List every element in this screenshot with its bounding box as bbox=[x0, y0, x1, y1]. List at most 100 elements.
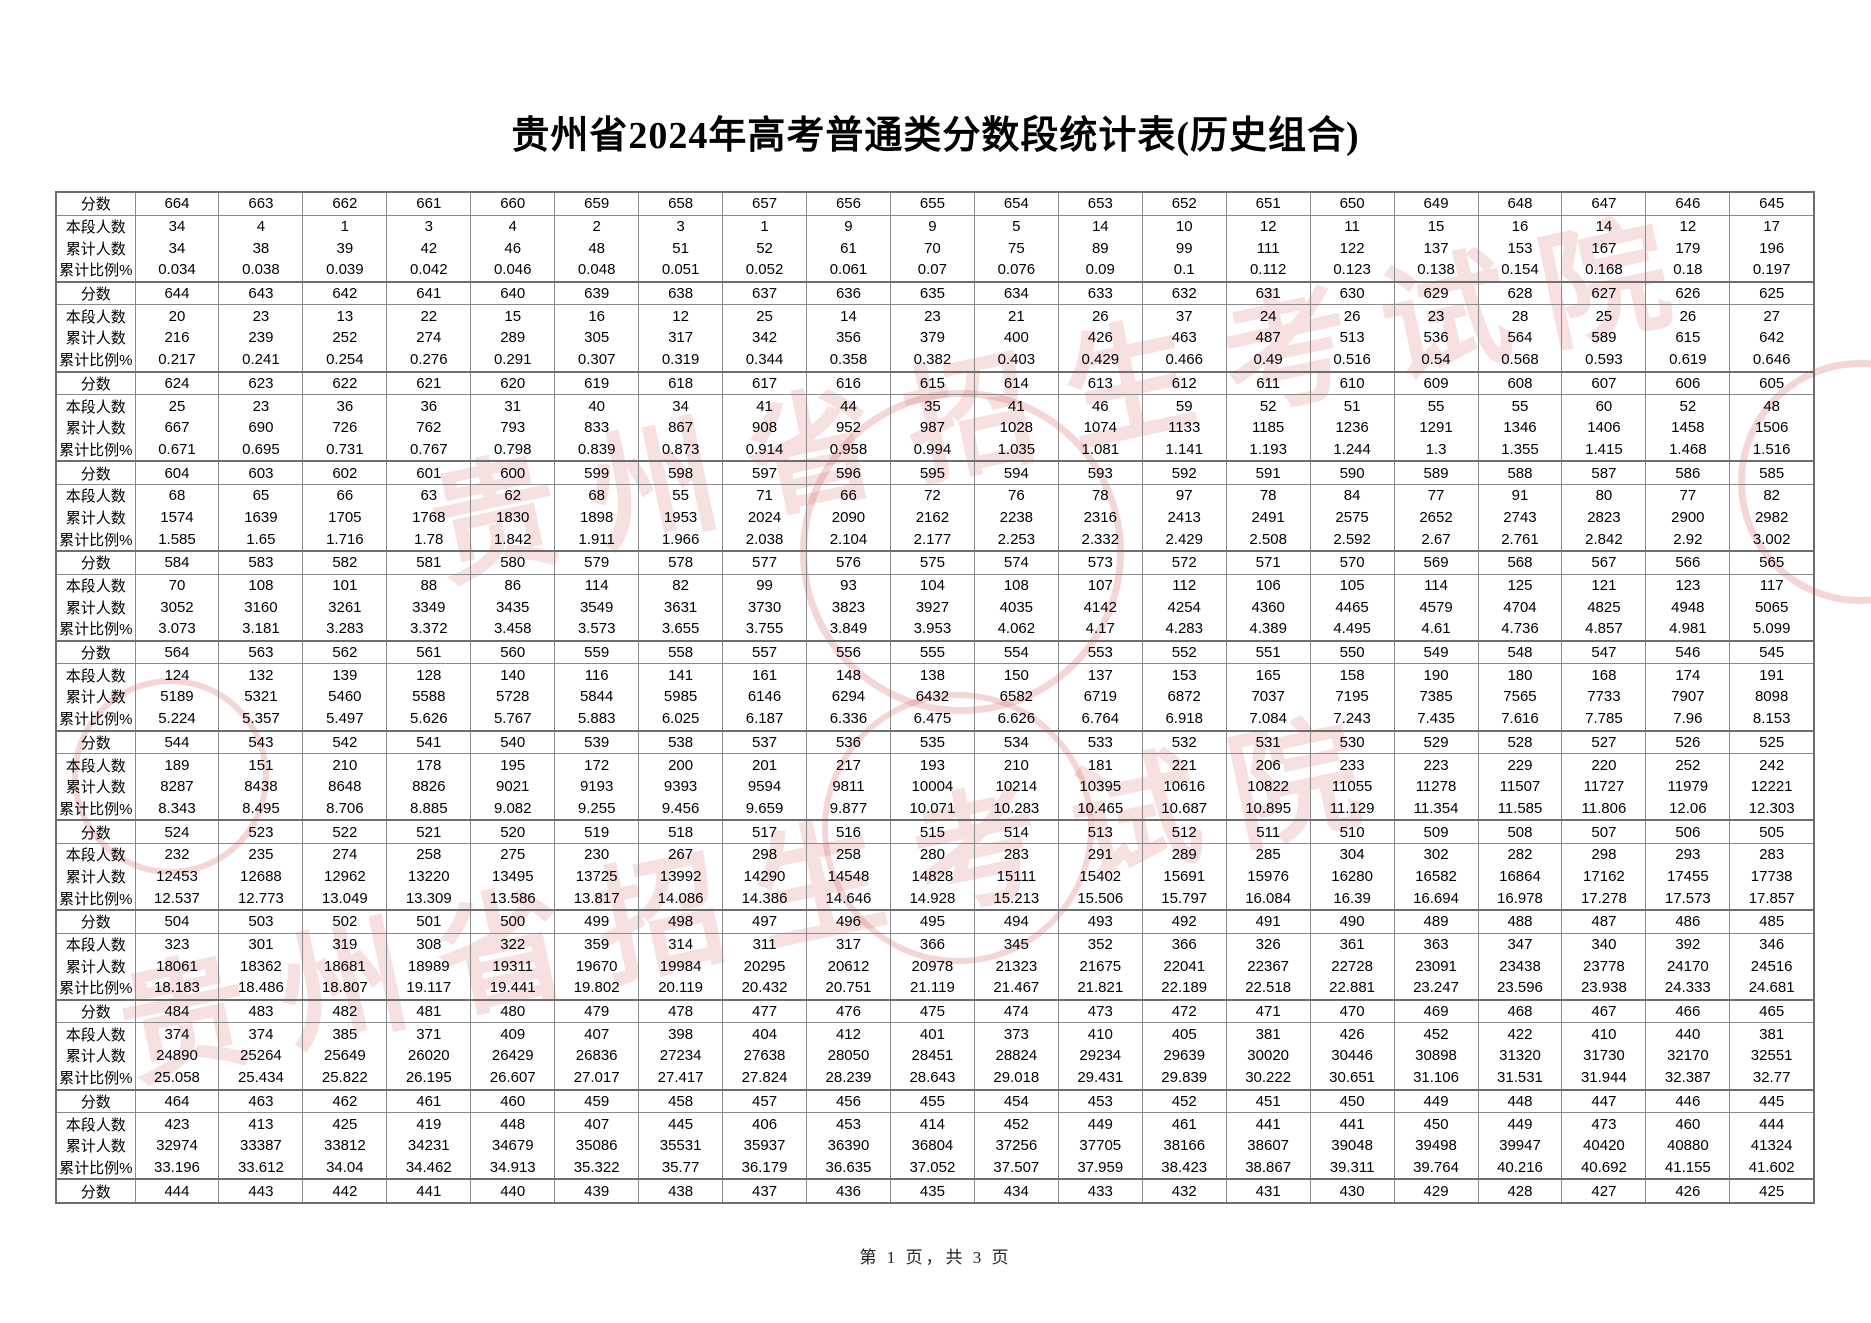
cumulative-cell: 5321 bbox=[218, 686, 304, 708]
percent-cell: 28.239 bbox=[806, 1066, 891, 1090]
score-cell: 453 bbox=[1057, 1088, 1143, 1114]
percent-cell: 0.994 bbox=[889, 438, 975, 462]
row-label-cumulative: 累计人数 bbox=[55, 327, 136, 349]
cumulative-cell: 28451 bbox=[889, 1045, 975, 1067]
cumulative-cell: 32551 bbox=[1729, 1045, 1815, 1067]
cumulative-cell: 4825 bbox=[1561, 596, 1647, 619]
cumulative-cell: 20612 bbox=[806, 955, 891, 978]
segment-cell: 112 bbox=[1141, 574, 1227, 597]
percent-row: 累计比例% 33.196 33.612 34.04 34.462 34.913 35.322… bbox=[55, 1156, 1815, 1180]
score-cell: 492 bbox=[1141, 908, 1227, 934]
cumulative-cell: 122 bbox=[1309, 237, 1395, 260]
segment-cell: 9 bbox=[806, 215, 891, 238]
score-cell: 591 bbox=[1225, 460, 1311, 485]
percent-cell: 0.516 bbox=[1309, 348, 1395, 372]
row-label-score: 分数 bbox=[55, 729, 136, 755]
segment-cell: 106 bbox=[1225, 574, 1311, 597]
score-cell: 620 bbox=[470, 370, 556, 396]
cumulative-cell: 39947 bbox=[1477, 1134, 1563, 1157]
percent-cell: 0.695 bbox=[218, 438, 304, 462]
cumulative-cell: 17738 bbox=[1729, 865, 1815, 888]
row-label-score: 分数 bbox=[55, 819, 136, 844]
segment-cell: 34 bbox=[134, 215, 220, 238]
score-cell: 502 bbox=[302, 908, 388, 934]
segment-row: 本段人数 34 4 1 3 4 2 3 1 9 9 5 14 10 12 11 15 16 14 12 17 bbox=[55, 215, 1815, 238]
segment-cell: 28 bbox=[1477, 304, 1563, 328]
score-cell: 443 bbox=[218, 1178, 304, 1204]
cumulative-cell: 19670 bbox=[554, 955, 640, 978]
score-cell: 439 bbox=[554, 1178, 640, 1204]
segment-cell: 20 bbox=[134, 304, 220, 328]
row-label-percent: 累计比例% bbox=[55, 348, 136, 372]
cumulative-cell: 11979 bbox=[1645, 775, 1731, 798]
cumulative-cell: 4254 bbox=[1141, 596, 1227, 619]
percent-cell: 37.507 bbox=[973, 1156, 1059, 1180]
percent-cell: 37.959 bbox=[1057, 1156, 1143, 1180]
score-row: 分数 504 503 502 501 500 499 498 497 496 495 494 493 49… bbox=[55, 908, 1815, 934]
score-cell: 646 bbox=[1645, 190, 1731, 216]
score-cell: 457 bbox=[722, 1088, 807, 1114]
score-cell: 625 bbox=[1729, 280, 1815, 306]
percent-cell: 13.309 bbox=[386, 887, 472, 910]
cumulative-cell: 1406 bbox=[1561, 416, 1647, 439]
cumulative-cell: 3927 bbox=[889, 596, 975, 619]
percent-cell: 9.456 bbox=[638, 797, 724, 821]
percent-cell: 12.303 bbox=[1729, 797, 1815, 821]
score-cell: 596 bbox=[806, 460, 891, 485]
score-cell: 631 bbox=[1225, 280, 1311, 306]
segment-cell: 407 bbox=[554, 1022, 640, 1046]
percent-cell: 33.196 bbox=[134, 1156, 220, 1180]
segment-row: 本段人数 25 23 36 36 31 40 34 41 44 35 41 46 59 52 51 55 55 60… bbox=[55, 394, 1815, 417]
percent-cell: 9.255 bbox=[554, 797, 640, 821]
segment-cell: 258 bbox=[806, 843, 891, 866]
cumulative-cell: 36804 bbox=[889, 1134, 975, 1157]
segment-cell: 409 bbox=[470, 1022, 556, 1046]
percent-cell: 1.081 bbox=[1057, 438, 1143, 462]
score-cell: 603 bbox=[218, 460, 304, 485]
score-cell: 451 bbox=[1225, 1088, 1311, 1114]
cumulative-cell: 51 bbox=[638, 237, 724, 260]
cumulative-cell: 5460 bbox=[302, 686, 388, 708]
segment-cell: 452 bbox=[1393, 1022, 1479, 1046]
segment-cell: 17 bbox=[1729, 215, 1815, 238]
score-cell: 641 bbox=[386, 280, 472, 306]
segment-cell: 422 bbox=[1477, 1022, 1563, 1046]
percent-cell: 27.417 bbox=[638, 1066, 724, 1090]
score-cell: 431 bbox=[1225, 1178, 1311, 1204]
segment-cell: 1 bbox=[302, 215, 388, 238]
cumulative-cell: 1639 bbox=[218, 506, 304, 529]
percent-cell: 0.076 bbox=[973, 259, 1059, 282]
row-label-cumulative: 累计人数 bbox=[55, 775, 136, 798]
percent-cell: 12.06 bbox=[1645, 797, 1731, 821]
cumulative-cell: 2743 bbox=[1477, 506, 1563, 529]
score-row: 分数 584 583 582 581 580 579 578 577 576 575 574 573 57… bbox=[55, 549, 1815, 575]
score-cell: 470 bbox=[1309, 998, 1395, 1024]
score-cell: 437 bbox=[722, 1178, 807, 1204]
score-cell: 442 bbox=[302, 1178, 388, 1204]
segment-cell: 41 bbox=[722, 394, 807, 417]
cumulative-cell: 99 bbox=[1141, 237, 1227, 260]
segment-cell: 22 bbox=[386, 304, 472, 328]
percent-cell: 20.751 bbox=[806, 977, 891, 1000]
cumulative-cell: 4948 bbox=[1645, 596, 1731, 619]
row-label-score: 分数 bbox=[55, 460, 136, 485]
percent-cell: 1.468 bbox=[1645, 438, 1731, 462]
cumulative-cell: 2316 bbox=[1057, 506, 1143, 529]
segment-cell: 449 bbox=[1057, 1112, 1143, 1135]
segment-cell: 26 bbox=[1309, 304, 1395, 328]
percent-cell: 0.034 bbox=[134, 259, 220, 282]
segment-cell: 210 bbox=[973, 753, 1059, 776]
percent-cell: 0.731 bbox=[302, 438, 388, 462]
percent-row: 累计比例% 0.034 0.038 0.039 0.042 0.046 0.048 0.051… bbox=[55, 259, 1815, 282]
segment-cell: 141 bbox=[638, 663, 724, 687]
percent-cell: 0.49 bbox=[1225, 348, 1311, 372]
segment-cell: 252 bbox=[1645, 753, 1731, 776]
score-cell: 517 bbox=[722, 819, 807, 844]
segment-cell: 71 bbox=[722, 484, 807, 507]
segment-row: 本段人数 323 301 319 308 322 359 314 311 317 366 345 352… bbox=[55, 933, 1815, 956]
percent-cell: 0.382 bbox=[889, 348, 975, 372]
row-label-segment: 本段人数 bbox=[55, 394, 136, 417]
segment-cell: 221 bbox=[1141, 753, 1227, 776]
score-cell: 449 bbox=[1393, 1088, 1479, 1114]
score-cell: 436 bbox=[806, 1178, 891, 1204]
